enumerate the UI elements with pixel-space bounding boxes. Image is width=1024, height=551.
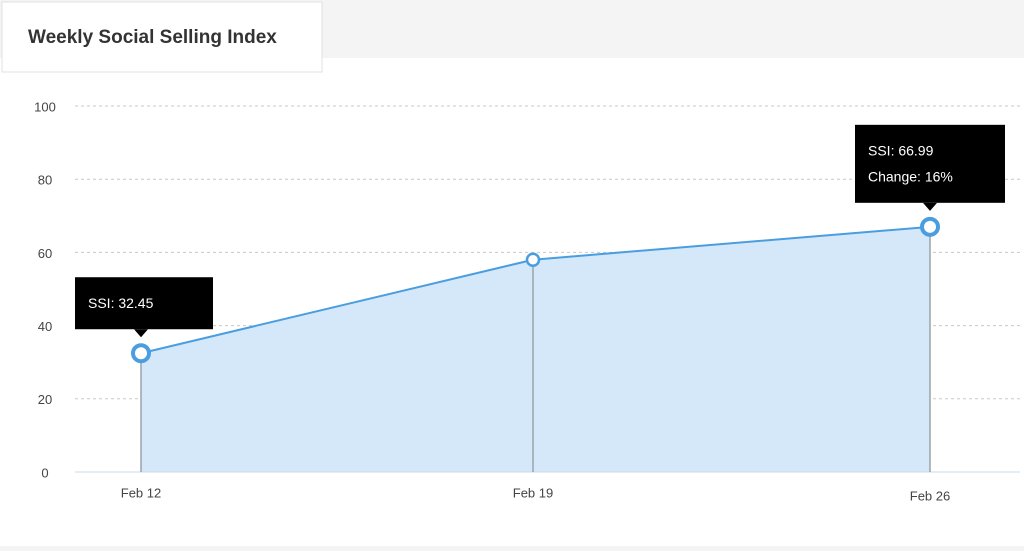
y-tick-label: 40	[38, 319, 52, 334]
y-tick-label: 60	[38, 246, 52, 261]
x-tick-label: Feb 12	[121, 485, 161, 500]
tooltip-arrow	[134, 329, 148, 338]
point	[920, 216, 940, 237]
tooltip-box	[855, 124, 1005, 203]
point	[131, 343, 151, 364]
chart-title: Weekly Social Selling Index	[28, 27, 277, 48]
tooltip: SSI: 66.99 Change: 16%	[855, 124, 1005, 211]
point	[525, 252, 541, 267]
tooltip-annotation: Change: 16%	[868, 169, 953, 185]
area	[141, 226, 930, 472]
y-tick-label: 100	[34, 99, 56, 114]
tooltip-value: SSI: 32.45	[88, 295, 154, 311]
y-tick-label: 80	[38, 173, 52, 188]
tooltip-arrow	[923, 202, 937, 211]
y-tick-label: 20	[38, 392, 52, 407]
tooltip-box	[75, 277, 213, 330]
tooltip-value: SSI: 66.99	[868, 143, 934, 159]
x-tick-label: Feb 19	[513, 485, 553, 500]
tooltip: SSI: 32.45	[75, 277, 213, 338]
x-tick-label: Feb 26	[910, 488, 950, 503]
title-box	[1, 1, 323, 73]
y-tick-label: 0	[41, 465, 48, 480]
